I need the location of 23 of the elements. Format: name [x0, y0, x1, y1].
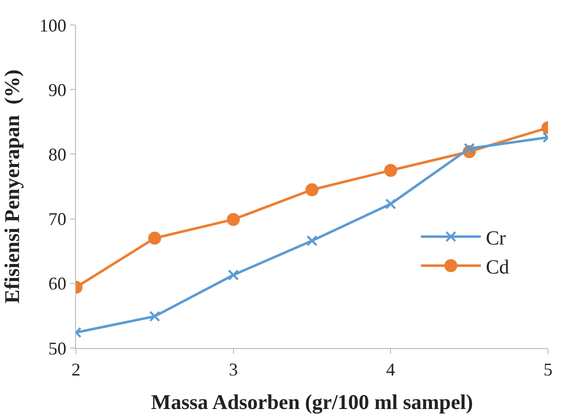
legend-label: Cr	[486, 227, 506, 250]
y-tick-label: 100	[39, 15, 66, 36]
y-tick-label: 90	[48, 80, 66, 100]
point	[228, 270, 239, 280]
x-axis-title: Massa Adsorben (gr/100 ml sampel)	[151, 390, 473, 414]
y-tick-label: 60	[48, 274, 66, 294]
x-tick-label: 3	[228, 360, 238, 380]
point	[384, 164, 398, 177]
x-tick-label: 2	[72, 360, 80, 380]
point	[306, 183, 318, 196]
y-tick-label: 80	[48, 144, 66, 164]
point	[385, 198, 396, 210]
point	[149, 310, 160, 322]
y-tick-label: 70	[48, 209, 66, 230]
y-axis-title: Efisiensi Penyerapan (%)	[0, 70, 24, 304]
x-tick-label: 4	[386, 360, 396, 380]
point	[306, 235, 318, 246]
point	[226, 212, 240, 226]
y-tick-label: 50	[48, 338, 66, 358]
x-tick-label: 5	[544, 360, 552, 380]
point	[148, 232, 162, 245]
point	[464, 142, 475, 154]
legend-label: Cd	[486, 256, 510, 278]
